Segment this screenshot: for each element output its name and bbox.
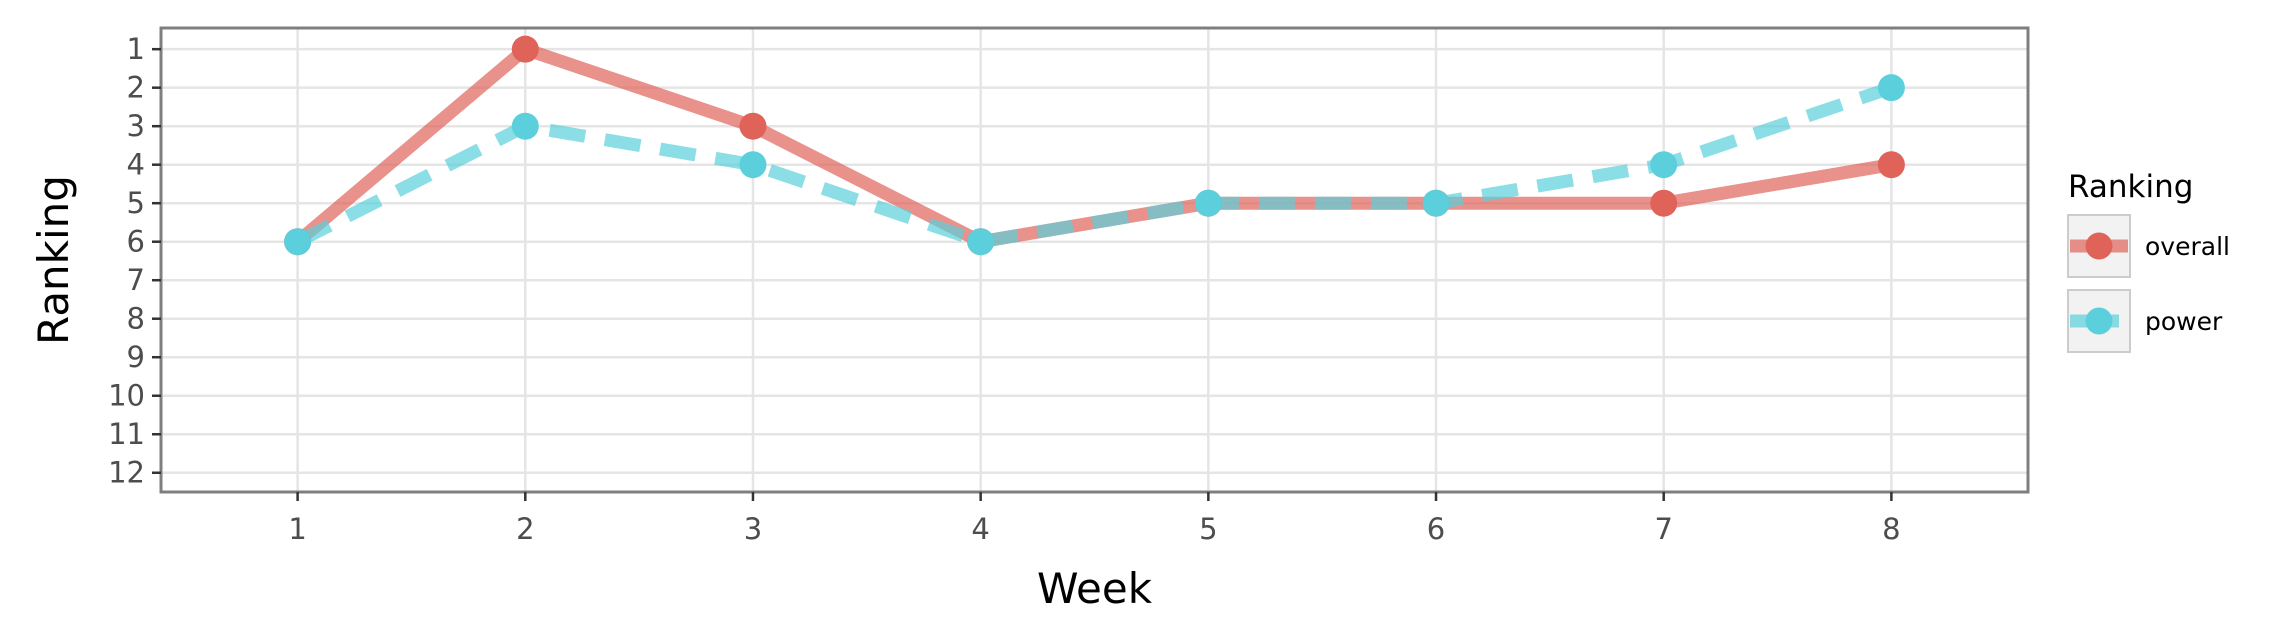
legend-key-marker [2085,232,2113,260]
data-point-overall [1877,151,1905,179]
y-tick-label: 8 [127,302,145,336]
plot-panel-border [159,26,2030,494]
y-tick-label: 4 [127,148,145,182]
data-point-power [739,151,767,179]
x-tick-label: 7 [1654,512,1672,546]
legend-label-overall: overall [2145,232,2230,261]
y-tick-label: 2 [127,71,145,105]
grid-lines [161,28,2028,492]
data-point-overall [1650,189,1678,217]
series-layer [284,35,1905,256]
data-point-overall [511,35,539,63]
data-point-power [1194,189,1222,217]
x-tick-label: 1 [288,512,306,546]
legend: Ranking overall power [2067,169,2230,353]
data-point-power [967,228,995,256]
y-tick-label: 12 [108,456,145,490]
y-tick-label: 1 [127,32,145,66]
legend-key-marker [2085,307,2113,335]
y-tick-label: 5 [127,186,145,220]
legend-title: Ranking [2068,169,2193,205]
y-tick-label: 3 [127,109,145,143]
x-tick-label: 5 [1199,512,1217,546]
x-tick-label: 8 [1882,512,1900,546]
data-point-power [1877,74,1905,102]
y-tick-label: 6 [127,225,145,259]
y-tick-label: 10 [108,379,145,413]
x-tick-label: 4 [971,512,989,546]
data-point-power [1650,151,1678,179]
legend-label-power: power [2145,307,2223,336]
y-axis-title: Ranking [29,175,78,345]
data-point-power [1422,189,1450,217]
x-tick-label: 2 [516,512,534,546]
data-point-power [284,228,312,256]
y-tick-label: 9 [127,340,145,374]
series-line-power [294,81,1894,249]
y-tick-label: 7 [127,263,145,297]
data-point-power [511,112,539,140]
x-tick-label: 6 [1427,512,1445,546]
x-tick-label: 3 [744,512,762,546]
y-tick-label: 11 [108,417,145,451]
x-axis-title: Week [1037,564,1153,613]
data-point-overall [739,112,767,140]
